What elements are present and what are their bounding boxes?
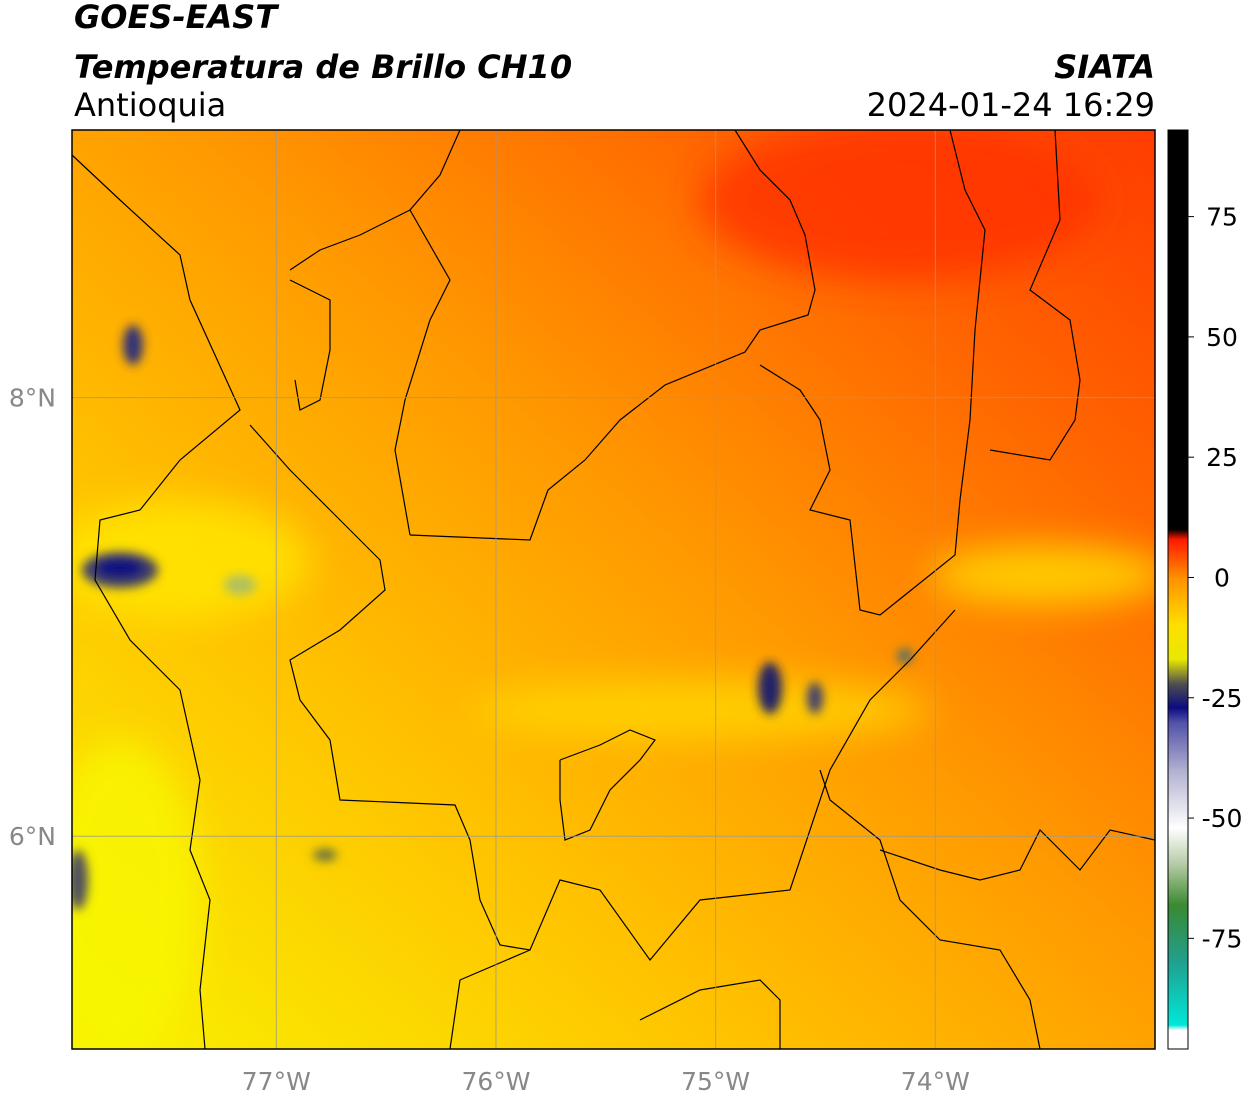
colorbar-frame	[1167, 129, 1189, 1050]
colorbar-segment	[1168, 827, 1188, 867]
lon-label: 74°W	[901, 1067, 970, 1096]
colorbar-tick-label: 75	[1206, 203, 1238, 232]
colorbar-segment	[1168, 962, 1188, 1026]
colorbar-segment	[1168, 659, 1188, 684]
lat-label: 6°N	[9, 822, 56, 851]
colorbar-segment	[1168, 625, 1188, 660]
lat-label: 8°N	[9, 384, 56, 413]
graticule	[72, 130, 1155, 1049]
lon-label: 75°W	[681, 1067, 750, 1096]
colorbar-segment	[1168, 538, 1188, 578]
colorbar-segment	[1168, 683, 1188, 708]
colorbar-segment	[1168, 769, 1188, 829]
cold-cloud-tops	[72, 325, 913, 910]
colorbar-segment	[1168, 904, 1188, 963]
colorbar-tick-label: 0	[1214, 563, 1230, 592]
map-frame	[71, 129, 1156, 1050]
lon-label: 76°W	[461, 1067, 530, 1096]
boundaries	[72, 130, 1155, 1049]
colorbar-segment	[1168, 866, 1188, 906]
colorbar-tick-label: -50	[1202, 804, 1243, 833]
colorbar-tick-label: -75	[1202, 924, 1243, 953]
colorbar-segment	[1168, 1024, 1188, 1031]
colorbar-tick-label: 50	[1206, 323, 1238, 352]
colorbar-tick-label: 25	[1206, 443, 1238, 472]
colorbar-tick-label: -25	[1202, 684, 1243, 713]
subtitle: Temperatura de Brillo CH10	[74, 48, 572, 86]
region: Antioquia	[74, 86, 226, 124]
colorbar-segment	[1168, 721, 1188, 771]
colorbar-segment	[1168, 577, 1188, 627]
lon-label: 77°W	[242, 1067, 311, 1096]
colorbar-segment	[1168, 707, 1188, 723]
datetime: 2024-01-24 16:29	[867, 86, 1155, 124]
colorbar-segment	[1168, 130, 1188, 530]
source: SIATA	[1054, 48, 1155, 86]
colorbar-segment	[1168, 1029, 1188, 1050]
colorbar	[1168, 130, 1188, 1050]
colorbar-segment	[1168, 529, 1188, 540]
title: GOES-EAST	[74, 0, 279, 36]
map-field	[72, 130, 1155, 1049]
